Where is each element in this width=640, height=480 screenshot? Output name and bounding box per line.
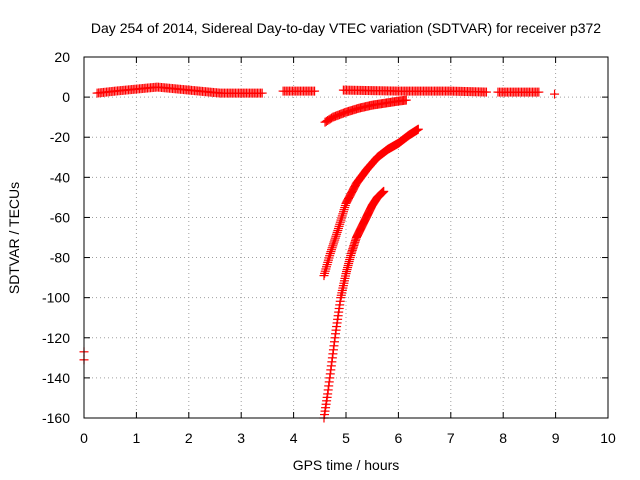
data-point [333,223,343,233]
data-point [257,88,267,98]
data-point [338,207,348,217]
data-point [481,87,491,97]
data-point [327,245,337,255]
data-point [330,235,340,245]
data-point [335,219,345,229]
y-tick-label: -40 [50,169,70,185]
x-tick-label: 6 [395,430,403,446]
data-point [338,209,348,219]
x-axis-label: GPS time / hours [293,457,400,473]
data-point [320,266,330,276]
data-point [550,89,560,99]
x-tick-label: 2 [185,430,193,446]
x-tick-label: 8 [499,430,507,446]
data-point [332,229,342,239]
data-point [337,213,347,223]
data-point [401,95,411,105]
data-point [328,241,338,251]
y-tick-label: -20 [50,129,70,145]
data-point [413,124,423,134]
data-points [79,82,560,423]
data-point [325,251,335,261]
grid-layer [84,57,608,418]
data-point [327,243,337,253]
data-point [334,221,344,231]
data-point [335,217,345,227]
data-point [330,233,340,243]
x-tick-label: 9 [552,430,560,446]
data-point [340,203,350,213]
y-tick-label: -140 [42,370,70,386]
x-tick-label: 0 [80,430,88,446]
y-tick-label: -160 [42,410,70,426]
axis-ticks: 0 1 2 3 4 5 6 7 8 9 10 -160 -140 -120 -100 -80 -60 -40 -20… [42,49,616,446]
data-point [329,237,339,247]
data-point [321,264,331,274]
data-point [326,247,336,257]
data-point [331,231,341,241]
data-point [325,249,335,259]
y-tick-label: -100 [42,290,70,306]
data-point [332,227,342,237]
data-point [319,271,329,281]
data-point [323,255,333,265]
data-point [336,215,346,225]
data-point [322,260,332,270]
data-point [323,257,333,267]
data-point [339,205,349,215]
x-tick-label: 5 [342,430,350,446]
y-tick-label: 0 [62,89,70,105]
data-point [337,211,347,221]
data-point [310,86,320,96]
data-point [324,253,334,263]
y-tick-label: -120 [42,330,70,346]
data-point [320,268,330,278]
y-tick-label: -80 [50,250,70,266]
data-point [379,186,389,196]
data-point [333,225,343,235]
x-tick-label: 3 [237,430,245,446]
data-point [322,262,332,272]
x-tick-label: 1 [133,430,141,446]
x-tick-label: 10 [600,430,616,446]
y-tick-label: -60 [50,209,70,225]
data-point [534,87,544,97]
data-point [328,239,338,249]
y-tick-label: 20 [54,49,70,65]
x-tick-label: 7 [447,430,455,446]
chart-title: Day 254 of 2014, Sidereal Day-to-day VTE… [91,20,601,36]
x-tick-label: 4 [290,430,298,446]
y-axis-label: SDTVAR / TECUs [6,182,22,294]
